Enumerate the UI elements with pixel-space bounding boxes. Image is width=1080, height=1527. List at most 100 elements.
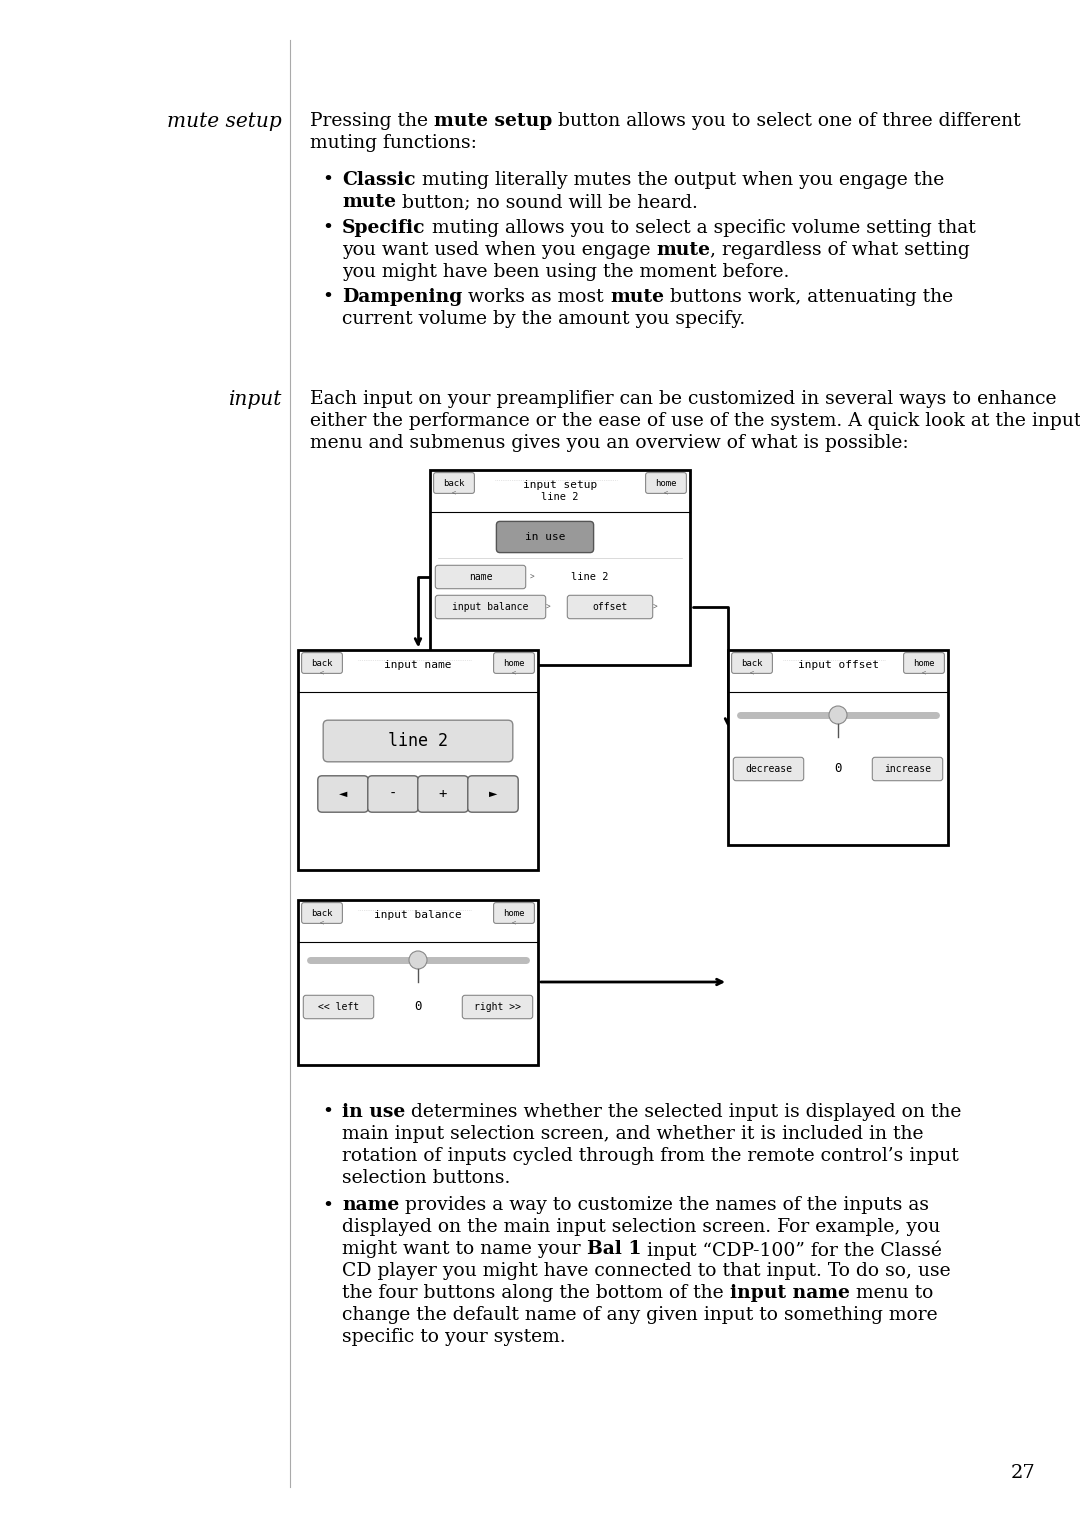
Text: buttons work, attenuating the: buttons work, attenuating the	[664, 289, 954, 305]
Text: mute setup: mute setup	[167, 111, 282, 131]
Text: the four buttons along the bottom of the: the four buttons along the bottom of the	[342, 1284, 730, 1303]
Text: main input selection screen, and whether it is included in the: main input selection screen, and whether…	[342, 1125, 923, 1144]
FancyBboxPatch shape	[368, 776, 418, 812]
Text: 0: 0	[415, 1000, 422, 1014]
Text: line 2: line 2	[541, 492, 579, 502]
FancyBboxPatch shape	[418, 776, 469, 812]
Text: •: •	[323, 1102, 334, 1121]
Text: <: <	[750, 670, 754, 676]
FancyBboxPatch shape	[435, 565, 526, 589]
Text: <: <	[320, 919, 324, 925]
Text: <: <	[922, 670, 927, 676]
Text: home: home	[503, 909, 525, 918]
Text: , regardless of what setting: , regardless of what setting	[711, 241, 970, 258]
Text: current volume by the amount you specify.: current volume by the amount you specify…	[342, 310, 745, 328]
Text: in use: in use	[342, 1102, 405, 1121]
Text: mute: mute	[657, 241, 711, 258]
Text: muting literally mutes the output when you engage the: muting literally mutes the output when y…	[416, 171, 944, 189]
Text: >: >	[653, 603, 658, 612]
FancyBboxPatch shape	[301, 652, 342, 673]
Text: mute setup: mute setup	[434, 111, 552, 130]
Text: <: <	[664, 490, 669, 496]
Text: +: +	[438, 786, 447, 802]
Text: Each input on your preamplifier can be customized in several ways to enhance: Each input on your preamplifier can be c…	[310, 389, 1056, 408]
Text: works as most: works as most	[462, 289, 610, 305]
Text: •: •	[323, 1197, 334, 1214]
Text: change the default name of any given input to something more: change the default name of any given inp…	[342, 1307, 937, 1324]
Text: Bal 1: Bal 1	[586, 1240, 642, 1258]
FancyBboxPatch shape	[318, 776, 368, 812]
Text: specific to your system.: specific to your system.	[342, 1328, 566, 1347]
FancyBboxPatch shape	[646, 472, 687, 493]
Text: back: back	[311, 658, 333, 667]
Text: mute: mute	[342, 194, 396, 211]
FancyBboxPatch shape	[323, 721, 513, 762]
Text: 27: 27	[1010, 1464, 1035, 1483]
FancyBboxPatch shape	[468, 776, 518, 812]
Text: selection buttons.: selection buttons.	[342, 1170, 511, 1186]
FancyBboxPatch shape	[433, 472, 474, 493]
Text: right >>: right >>	[474, 1002, 521, 1012]
Text: -: -	[389, 786, 397, 802]
FancyBboxPatch shape	[303, 996, 374, 1019]
Text: might want to name your: might want to name your	[342, 1240, 586, 1258]
Text: line 2: line 2	[388, 731, 448, 750]
Text: back: back	[311, 909, 333, 918]
Text: •: •	[323, 218, 334, 237]
Text: back: back	[741, 658, 762, 667]
Text: button allows you to select one of three different: button allows you to select one of three…	[552, 111, 1021, 130]
Text: input name: input name	[384, 660, 451, 670]
Text: <: <	[512, 919, 516, 925]
Text: input offset: input offset	[797, 660, 878, 670]
Text: home: home	[656, 478, 677, 487]
FancyBboxPatch shape	[873, 757, 943, 780]
Text: input balance: input balance	[453, 602, 529, 612]
Text: 0: 0	[834, 762, 841, 776]
Bar	[298, 651, 538, 870]
Text: button; no sound will be heard.: button; no sound will be heard.	[396, 194, 698, 211]
FancyBboxPatch shape	[435, 596, 545, 618]
Text: name: name	[469, 573, 492, 582]
Text: offset: offset	[592, 602, 627, 612]
Text: input balance: input balance	[374, 910, 462, 919]
Text: menu and submenus gives you an overview of what is possible:: menu and submenus gives you an overview …	[310, 434, 908, 452]
Bar	[430, 470, 690, 664]
Text: Specific: Specific	[342, 218, 426, 237]
Text: you might have been using the moment before.: you might have been using the moment bef…	[342, 263, 789, 281]
Text: ►: ►	[489, 786, 497, 802]
Text: either the performance or the ease of use of the system. A quick look at the inp: either the performance or the ease of us…	[310, 412, 1080, 431]
Text: displayed on the main input selection screen. For example, you: displayed on the main input selection sc…	[342, 1219, 941, 1237]
Text: rotation of inputs cycled through from the remote control’s input: rotation of inputs cycled through from t…	[342, 1147, 959, 1165]
Text: muting functions:: muting functions:	[310, 134, 477, 153]
FancyBboxPatch shape	[494, 902, 535, 924]
Text: input: input	[229, 389, 282, 409]
Text: determines whether the selected input is displayed on the: determines whether the selected input is…	[405, 1102, 961, 1121]
Circle shape	[829, 705, 847, 724]
Bar	[298, 899, 538, 1064]
Text: ◄: ◄	[339, 786, 347, 802]
Text: muting allows you to select a specific volume setting that: muting allows you to select a specific v…	[426, 218, 975, 237]
Text: name: name	[342, 1197, 400, 1214]
Text: >: >	[546, 603, 551, 612]
Text: back: back	[443, 478, 464, 487]
Text: Pressing the: Pressing the	[310, 111, 434, 130]
Text: <: <	[320, 670, 324, 676]
Text: decrease: decrease	[745, 764, 792, 774]
Text: in use: in use	[525, 531, 565, 542]
FancyBboxPatch shape	[497, 521, 594, 553]
Text: input “CDP-100” for the Classé: input “CDP-100” for the Classé	[642, 1240, 942, 1260]
FancyBboxPatch shape	[301, 902, 342, 924]
Text: >: >	[530, 573, 535, 582]
Text: line 2: line 2	[571, 573, 609, 582]
Text: you want used when you engage: you want used when you engage	[342, 241, 657, 258]
Text: input name: input name	[730, 1284, 850, 1303]
Text: menu to: menu to	[850, 1284, 933, 1303]
Text: •: •	[323, 289, 334, 305]
Text: Classic: Classic	[342, 171, 416, 189]
FancyBboxPatch shape	[733, 757, 804, 780]
FancyBboxPatch shape	[731, 652, 772, 673]
Bar	[728, 651, 948, 844]
FancyBboxPatch shape	[494, 652, 535, 673]
Text: mute: mute	[610, 289, 664, 305]
Circle shape	[409, 951, 427, 970]
